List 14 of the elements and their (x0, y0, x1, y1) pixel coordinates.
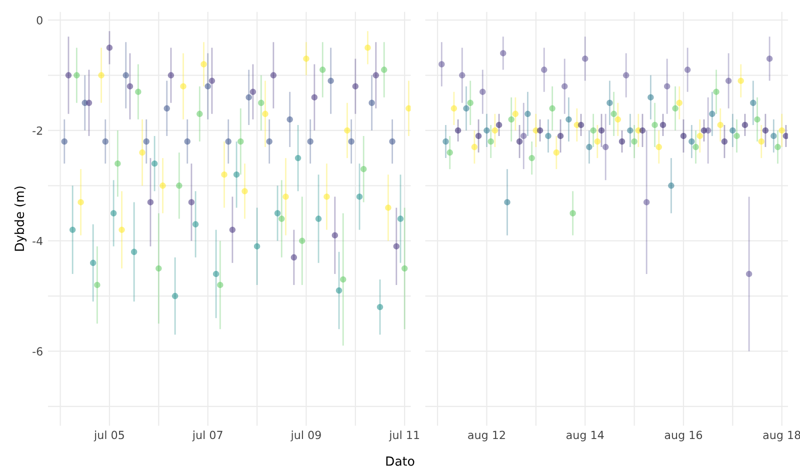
x-tick-label: jul 05 (94, 430, 124, 442)
x-tick-label: aug 12 (468, 430, 505, 442)
y-axis-title: Dybde (m) (14, 186, 27, 251)
x-axis-title: Dato (386, 456, 414, 466)
x-tick-label: jul 11 (388, 430, 420, 442)
y-tick-label: 0 (36, 16, 42, 24)
x-tick-label: aug 14 (566, 430, 604, 442)
y-tick-label: -6 (32, 347, 42, 356)
x-tick-label: jul 07 (192, 430, 222, 442)
x-tick-label: jul 09 (290, 430, 321, 442)
x-tick-label: aug 16 (664, 430, 702, 442)
y-tick-label: -2 (32, 126, 42, 135)
x-tick-label: aug 18 (763, 430, 800, 442)
y-tick-label: -4 (32, 236, 43, 246)
